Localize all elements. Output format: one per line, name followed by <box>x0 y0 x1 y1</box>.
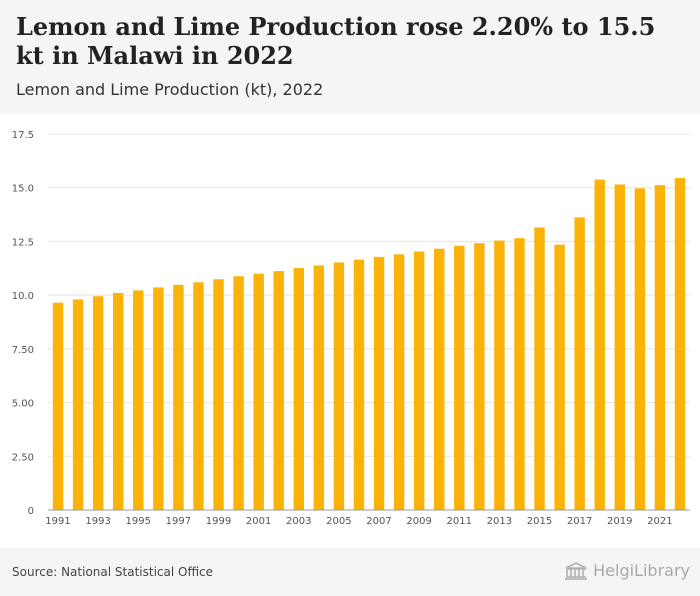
y-tick-label: 5.00 <box>12 399 34 410</box>
x-tick-label: 2005 <box>326 516 351 527</box>
bar-2001[interactable] <box>253 273 264 510</box>
source-note: Source: National Statistical Office <box>12 565 214 579</box>
bar-2016[interactable] <box>554 244 565 510</box>
x-tick-label: 2009 <box>406 516 431 527</box>
x-tick-label: 2021 <box>647 516 672 527</box>
x-tick-label: 2019 <box>607 516 632 527</box>
bar-2013[interactable] <box>494 240 505 510</box>
bar-1991[interactable] <box>52 302 64 510</box>
bar-2015[interactable] <box>534 227 545 510</box>
chart-title: Lemon and Lime Production rose 2.20% to … <box>16 12 656 70</box>
bar-1995[interactable] <box>133 290 144 510</box>
bar-2018[interactable] <box>594 179 605 510</box>
bar-1996[interactable] <box>153 287 164 510</box>
bar-1998[interactable] <box>193 282 204 510</box>
bar-1992[interactable] <box>72 299 84 510</box>
x-tick-label: 2017 <box>567 516 592 527</box>
y-tick-label: 15.0 <box>12 184 34 195</box>
bar-2011[interactable] <box>454 245 465 510</box>
bar-2004[interactable] <box>313 265 325 510</box>
y-axis-labels: 0 2.50 5.00 7.50 10.0 12.5 15.0 17.5 <box>12 130 34 517</box>
x-tick-label: 2007 <box>366 516 391 527</box>
y-tick-label: 12.5 <box>12 237 34 248</box>
x-tick-label: 1999 <box>206 516 231 527</box>
y-tick-label: 0 <box>28 506 34 517</box>
chart-header: Lemon and Lime Production rose 2.20% to … <box>0 0 700 114</box>
bar-2012[interactable] <box>474 243 485 510</box>
x-tick-label: 2013 <box>487 516 512 527</box>
library-building-icon <box>565 561 588 580</box>
y-tick-label: 10.0 <box>12 291 34 302</box>
bar-2017[interactable] <box>574 217 585 510</box>
x-tick-label: 2003 <box>286 516 311 527</box>
x-tick-label: 2015 <box>527 516 552 527</box>
x-tick-label: 2011 <box>447 516 472 527</box>
x-tick-label: 2001 <box>246 516 271 527</box>
bar-1994[interactable] <box>113 292 124 510</box>
bar-2008[interactable] <box>393 254 405 510</box>
y-tick-label: 17.5 <box>12 130 34 141</box>
brand-logo: HelgiLibrary <box>564 561 690 580</box>
bar-2014[interactable] <box>514 238 525 510</box>
bars <box>52 178 686 511</box>
chart-subtitle: Lemon and Lime Production (kt), 2022 <box>16 80 324 99</box>
y-tick-label: 7.50 <box>12 345 34 356</box>
bar-1999[interactable] <box>213 279 224 510</box>
brand-name: HelgiLibrary <box>593 561 690 580</box>
bar-2021[interactable] <box>654 185 666 511</box>
bar-2020[interactable] <box>634 188 646 510</box>
grid-lines <box>48 133 690 457</box>
x-axis-labels: 1991 1993 1995 1997 1999 2001 2003 2005 2007 2009… <box>45 516 672 527</box>
x-tick-label: 1991 <box>45 516 70 527</box>
bar-1993[interactable] <box>92 296 104 510</box>
bar-2022[interactable] <box>674 178 686 510</box>
bar-1997[interactable] <box>173 284 184 510</box>
bar-2009[interactable] <box>413 251 425 510</box>
bar-2007[interactable] <box>373 256 385 510</box>
x-tick-label: 1997 <box>166 516 191 527</box>
y-tick-label: 2.50 <box>12 452 34 463</box>
bar-2005[interactable] <box>333 262 345 510</box>
bar-2019[interactable] <box>614 184 625 510</box>
bar-2002[interactable] <box>273 271 284 510</box>
x-tick-label: 1993 <box>85 516 110 527</box>
bar-2006[interactable] <box>353 259 365 510</box>
bar-2000[interactable] <box>233 276 244 510</box>
chart-footer: Source: National Statistical Office Helg… <box>0 548 700 596</box>
bar-2010[interactable] <box>434 248 445 511</box>
x-tick-label: 1995 <box>126 516 151 527</box>
bar-2003[interactable] <box>293 268 304 510</box>
